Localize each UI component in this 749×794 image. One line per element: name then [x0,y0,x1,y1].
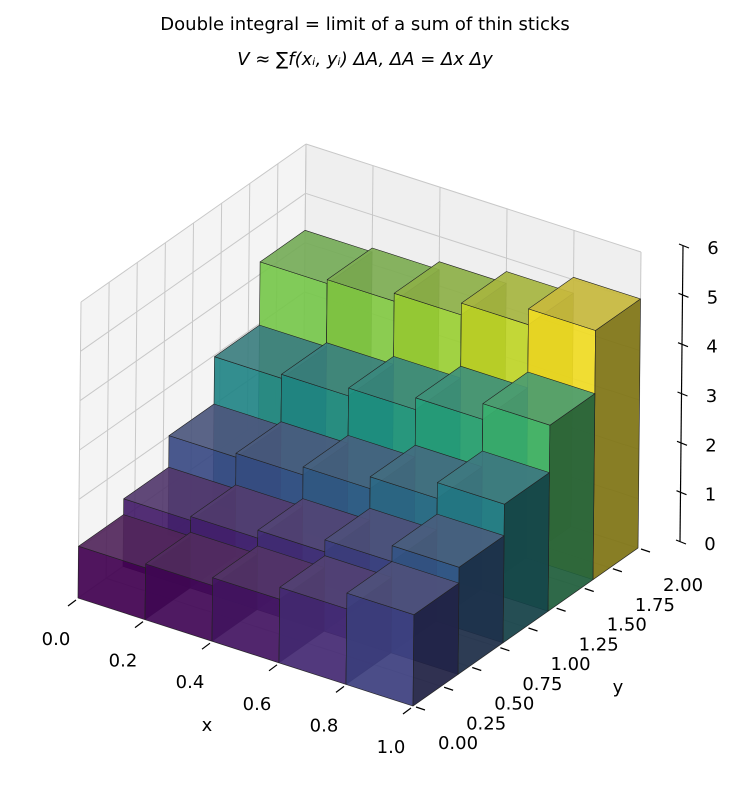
y-tick [528,627,538,632]
x-tick [201,642,211,650]
z-tick [676,490,687,496]
y-tick-label: 1.50 [607,615,647,636]
bar-top [482,371,596,426]
z-tick-label: 2 [705,435,716,456]
bar-top [391,513,505,568]
grid-line [305,143,642,253]
x-tick-label: 1.0 [377,737,406,758]
x-tick [335,685,345,693]
y-tick-label: 2.00 [663,575,703,596]
y-tick-label: 1.00 [550,654,590,675]
bar-side [547,393,596,612]
y-tick [500,647,510,652]
y-tick-label: 1.25 [579,634,619,655]
z-tick-label: 5 [707,287,718,308]
x-tick [402,707,412,715]
z-tick [677,342,689,348]
x-tick-label: 0.0 [42,629,71,650]
y-tick-label: 0.25 [466,713,506,734]
z-tick [677,391,688,397]
y-tick-label: 0.50 [494,694,534,715]
chart-title: Double integral = limit of a sum of thin… [160,14,569,35]
x-tick [67,599,77,607]
x-tick [134,621,144,629]
bar-top [528,276,641,331]
x-tick-label: 0.8 [310,715,339,736]
grid-line [80,192,306,352]
y-tick [584,587,594,593]
x-tick [268,664,278,672]
z-tick [675,539,687,545]
y-tick [415,706,426,711]
y-tick-label: 0.00 [438,733,478,754]
z-tick [676,440,688,446]
y-tick [443,686,454,691]
y-tick-label: 1.75 [635,595,675,616]
chart-subtitle: V ≈ ∑f(xᵢ, yᵢ) ΔA, ΔA = Δx Δy [237,49,493,70]
y-tick [472,666,482,672]
z-tick [678,292,689,298]
z-tick-label: 4 [706,337,717,358]
x-axis-label: x [202,715,213,736]
y-axis-label: y [613,677,624,698]
x-tick-label: 0.4 [176,672,205,693]
bar-top [437,450,550,505]
z-tick-label: 1 [705,485,716,506]
x-tick-label: 0.6 [243,694,272,715]
bar-top [346,561,460,616]
x-tick-label: 0.2 [109,651,138,672]
grid-line [80,143,307,303]
bar-side [592,298,641,580]
z-tick-label: 6 [707,238,718,259]
z-tick-label: 0 [704,534,715,555]
z-tick [678,243,690,249]
y-tick [556,607,566,612]
y-tick [612,568,623,573]
y-tick-label: 0.75 [522,674,562,695]
z-tick-label: 3 [706,386,717,407]
y-tick [640,548,651,553]
